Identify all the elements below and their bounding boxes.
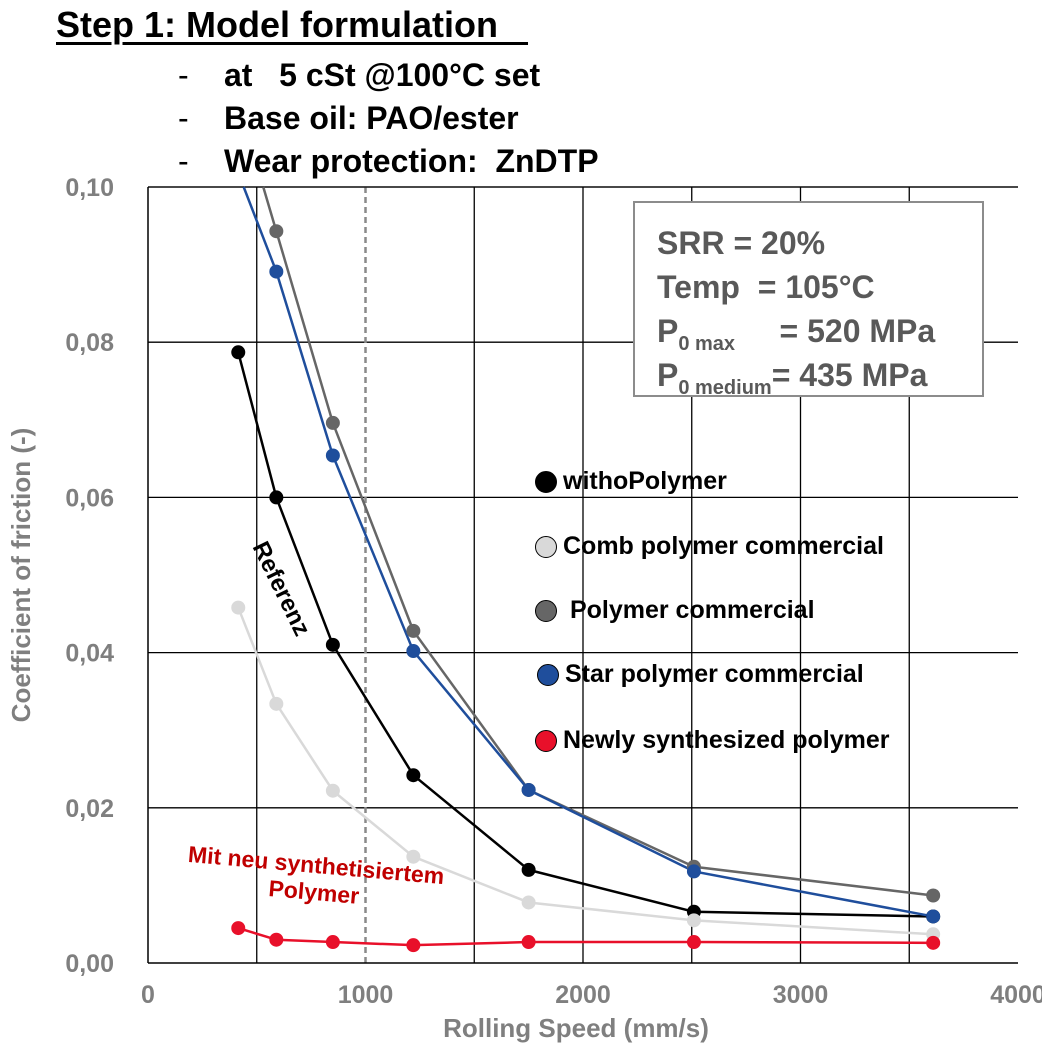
- legend-marker: [535, 470, 557, 493]
- data-point-3: [406, 644, 421, 659]
- data-point-0: [406, 768, 421, 783]
- data-point-3: [325, 448, 340, 463]
- data-point-2: [325, 415, 340, 430]
- data-point-1: [521, 895, 536, 910]
- bullet-text: Base oil: PAO/ester: [224, 100, 519, 136]
- data-point-1: [231, 600, 246, 615]
- x-tick-label: 2000: [555, 981, 611, 1009]
- legend-marker: [535, 599, 557, 622]
- pmax-symbol: P: [657, 313, 679, 349]
- data-point-3: [926, 909, 941, 924]
- data-point-0: [325, 637, 340, 652]
- legend-marker: [535, 535, 557, 558]
- srr-text: SRR = 20%: [657, 225, 826, 261]
- legend-marker: [535, 729, 557, 752]
- data-point-4: [521, 935, 536, 950]
- chart-axes: [147, 186, 1018, 964]
- bullet-text: Wear protection: ZnDTP: [224, 143, 599, 179]
- legend-marker: [537, 663, 559, 686]
- data-point-4: [231, 921, 246, 936]
- legend-item-star-polymer: Star polymer commercial: [537, 660, 864, 689]
- data-point-0: [231, 345, 246, 360]
- x-axis-label: Rolling Speed (mm/s): [443, 1013, 709, 1043]
- data-point-1: [325, 783, 340, 798]
- bullet-text: at 5 cSt @100°C set: [224, 57, 541, 93]
- legend-label: Comb polymer commercial: [563, 532, 884, 560]
- tick-labels: 0,00 0,02 0,04 0,06 0,08 0,10 0 1000 2000 3000 400…: [65, 174, 1042, 1009]
- legend-item-comb-polymer: Comb polymer commercial: [535, 532, 884, 561]
- y-tick-label: 0,06: [65, 484, 114, 512]
- bullet-item: - at 5 cSt @100°C set: [178, 54, 599, 97]
- temp-text: Temp = 105°C: [657, 269, 875, 305]
- data-point-0: [269, 490, 284, 505]
- data-point-3: [521, 782, 536, 797]
- pmax-text: P0 max = 520 MPa: [657, 309, 982, 355]
- legend-label: Polymer commercial: [563, 596, 815, 624]
- legend-label: Star polymer commercial: [565, 660, 864, 688]
- data-point-4: [325, 935, 340, 950]
- legend-label: Newly synthesized polymer: [563, 726, 890, 754]
- x-tick-label: 3000: [773, 981, 829, 1009]
- pmed-symbol: P: [657, 357, 679, 393]
- pmax-subscript: 0 max: [678, 333, 736, 355]
- legend-item-without-polymer: withoPolymer: [535, 467, 727, 496]
- data-point-0: [521, 862, 536, 877]
- series-line-0: [237, 351, 934, 918]
- series-line-4: [237, 926, 934, 947]
- data-point-1: [269, 696, 284, 711]
- bullet-item: - Wear protection: ZnDTP: [178, 140, 599, 183]
- bullet-item: - Base oil: PAO/ester: [178, 97, 599, 140]
- pmed-subscript: 0 medium: [678, 377, 772, 399]
- test-conditions-box: SRR = 20% Temp = 105°C P0 max = 520 MPa …: [633, 201, 984, 399]
- data-point-4: [926, 935, 941, 950]
- y-axis-label: Coefficient of friction (-): [6, 428, 36, 723]
- y-tick-label: 0,08: [65, 329, 114, 357]
- data-point-2: [406, 623, 421, 638]
- x-tick-label: 4000: [990, 981, 1042, 1009]
- x-tick-label: 1000: [338, 981, 394, 1009]
- legend-item-newly-synthesized: Newly synthesized polymer: [535, 726, 890, 755]
- x-tick-label: 0: [141, 981, 155, 1009]
- slide-title: Step 1: Model formulation: [56, 4, 529, 45]
- series-points: [231, 224, 941, 953]
- y-tick-label: 0,04: [65, 640, 114, 668]
- y-tick-label: 0,02: [65, 795, 114, 823]
- y-tick-label: 0,00: [65, 950, 114, 978]
- pmed-value: = 435 MPa: [771, 357, 928, 393]
- y-tick-label: 0,10: [65, 174, 114, 202]
- data-point-4: [269, 932, 284, 947]
- data-point-3: [269, 264, 284, 279]
- data-point-2: [926, 888, 941, 903]
- pmed-text: P0 medium= 435 MPa: [657, 353, 982, 399]
- data-point-1: [406, 849, 421, 864]
- data-point-2: [269, 224, 284, 239]
- data-point-4: [406, 938, 421, 953]
- legend-label: withoPolymer: [563, 467, 727, 495]
- data-point-3: [686, 864, 701, 879]
- pmax-value: = 520 MPa: [735, 313, 936, 349]
- data-point-1: [686, 913, 701, 928]
- data-point-4: [686, 935, 701, 950]
- legend-item-polymer-commercial: Polymer commercial: [535, 596, 815, 625]
- bullet-list: - at 5 cSt @100°C set - Base oil: PAO/este…: [178, 54, 599, 183]
